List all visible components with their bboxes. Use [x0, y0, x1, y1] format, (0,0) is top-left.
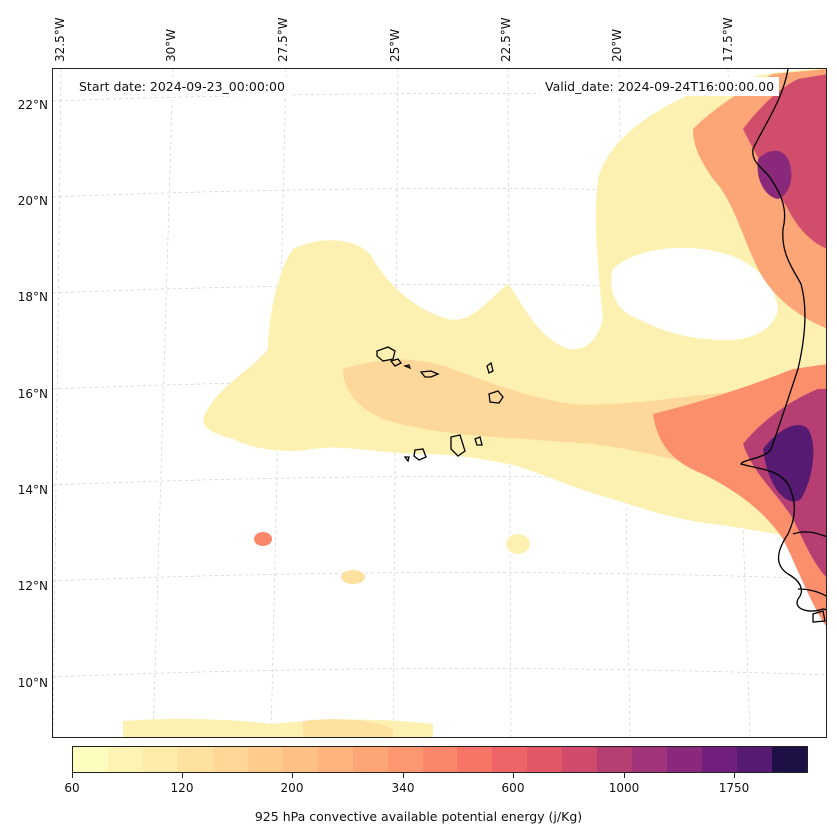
meridian-17-5w [727, 69, 751, 737]
cape-fill [123, 69, 826, 737]
graticule [53, 69, 826, 737]
colorbar-label-120: 120 [170, 781, 194, 795]
cape-peak-north [757, 150, 792, 199]
colorbar-tick-600 [513, 773, 514, 778]
colorbar-label-1750: 1750 [718, 781, 750, 795]
colorbar-label-60: 60 [64, 781, 80, 795]
colorbar-segment-20 [772, 747, 808, 772]
colorbar-segment-3 [177, 747, 213, 772]
lon-label-32-5w: 32.5°W [53, 17, 67, 62]
meridian-22-5w [507, 69, 512, 737]
colorbar-segment-11 [457, 747, 493, 772]
coastlines [376, 69, 826, 623]
colorbar-segment-12 [492, 747, 528, 772]
island-santo-antao [376, 346, 396, 362]
colorbar-tick-60 [72, 773, 73, 778]
africa-coastline [740, 69, 826, 612]
colorbar-segment-5 [247, 747, 283, 772]
cape-blob-south-west [254, 532, 272, 546]
lon-label-27-5w: 27.5°W [276, 17, 290, 62]
lat-label-12n: 12°N [17, 579, 48, 593]
colorbar-segment-17 [667, 747, 703, 772]
meridian-30w [152, 69, 174, 737]
colorbar-tick-1750 [734, 773, 735, 778]
colorbar-segment-2 [142, 747, 178, 772]
island-santiago [450, 434, 466, 457]
colorbar-tick-120 [182, 773, 183, 778]
meridian-32-5w [53, 69, 62, 737]
colorbar-label-1000: 1000 [608, 781, 640, 795]
island-boa-vista [488, 390, 504, 404]
island-santa-luzia [402, 364, 412, 370]
colorbar-label-600: 600 [501, 781, 525, 795]
lon-label-20w: 20°W [610, 28, 624, 62]
cape-blob-small-2 [506, 534, 530, 554]
colorbar-segment-10 [422, 747, 458, 772]
colorbar-segment-4 [212, 747, 248, 772]
parallel-10n [53, 668, 826, 678]
colorbar-segment-19 [737, 747, 773, 772]
lat-label-10n: 10°N [17, 676, 48, 690]
lat-label-22n: 22°N [17, 98, 48, 112]
colorbar-segment-7 [317, 747, 353, 772]
lat-label-14n: 14°N [17, 483, 48, 497]
colorbar-segment-9 [387, 747, 423, 772]
valid-date-label: Valid_date: 2024-09-24T16:00:00.00 [540, 77, 780, 96]
parallel-12n [53, 572, 826, 582]
cape-peak-south [763, 425, 814, 502]
lon-label-25w: 25°W [388, 28, 402, 62]
colorbar [72, 746, 808, 773]
guinea-bissau-coast [797, 588, 826, 597]
lon-label-30w: 30°W [164, 28, 178, 62]
colorbar-segment-14 [562, 747, 598, 772]
colorbar-label-340: 340 [391, 781, 415, 795]
colorbar-title: 925 hPa convective available potential e… [254, 809, 583, 824]
colorbar-segment-1 [107, 747, 143, 772]
colorbar-tick-340 [403, 773, 404, 778]
meridian-25w [392, 69, 399, 737]
colorbar-segment-16 [632, 747, 668, 772]
cape-map [53, 69, 826, 737]
coast-inlet [792, 531, 826, 538]
meridian-27-5w [270, 69, 287, 737]
colorbar-tick-200 [292, 773, 293, 778]
lon-label-22-5w: 22.5°W [499, 17, 513, 62]
lat-label-18n: 18°N [17, 290, 48, 304]
island-brava [403, 456, 410, 463]
colorbar-segment-18 [702, 747, 738, 772]
island-maio [474, 436, 483, 446]
cape-region-south-strip-2 [303, 719, 393, 737]
bijagos [812, 610, 826, 623]
lat-label-16n: 16°N [17, 387, 48, 401]
lon-label-17-5w: 17.5°W [721, 17, 735, 62]
colorbar-label-200: 200 [280, 781, 304, 795]
map-panel [52, 68, 827, 738]
colorbar-segment-6 [282, 747, 318, 772]
colorbar-segment-15 [597, 747, 633, 772]
colorbar-tick-1000 [624, 773, 625, 778]
island-sao-vicente [389, 358, 402, 367]
island-fogo [413, 448, 427, 461]
start-date-label: Start date: 2024-09-23_00:00:00 [74, 77, 290, 96]
colorbar-segment-8 [352, 747, 388, 772]
cape-blob-small-1 [341, 570, 365, 584]
colorbar-segment-0 [73, 747, 108, 772]
clear-area-ne [611, 247, 778, 341]
island-sal [486, 361, 494, 374]
lat-label-20n: 20°N [17, 194, 48, 208]
island-sao-nicolau [419, 370, 440, 378]
meridian-20w [618, 69, 631, 737]
colorbar-segment-13 [527, 747, 563, 772]
